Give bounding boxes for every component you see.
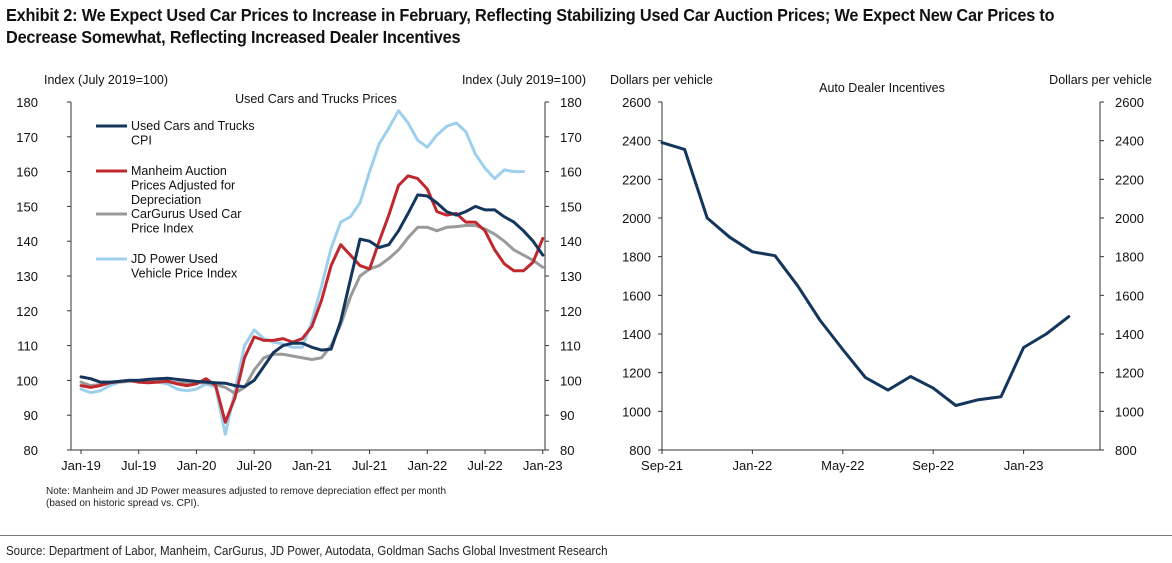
chart-1-right-ytick-label: 80	[560, 443, 574, 458]
note-line-2: (based on historic spread vs. CPI).	[46, 498, 200, 509]
chart-2-series-dealer-incentives	[660, 141, 1071, 407]
chart-1-xtick-label: Jan-19	[61, 458, 101, 473]
chart-2-left-ytick-label: 800	[629, 443, 651, 458]
chart-2-left-ytick-label: 1400	[622, 327, 651, 342]
chart-1-xtick-label: Jul-20	[236, 458, 271, 473]
chart-2-right-ytick-label: 800	[1115, 443, 1137, 458]
chart-1-xtick-label: Jan-20	[177, 458, 217, 473]
chart-2-right-ytick-label: 1400	[1115, 327, 1144, 342]
chart-1-right-ytick-label: 170	[560, 130, 582, 145]
chart-2-left-ytick-label: 1200	[622, 366, 651, 381]
chart-1-legend-label: Used Cars and Trucks	[131, 119, 255, 133]
chart-2-xtick-label: Sep-22	[912, 458, 954, 473]
chart-2-right-axis-title: Dollars per vehicle	[1049, 73, 1152, 87]
chart-1-right-ytick-label: 130	[560, 269, 582, 284]
chart-1-legend-label: Price Index	[131, 222, 194, 236]
chart-2-xtick-label: Sep-21	[641, 458, 683, 473]
chart-1-xtick-label: Jan-21	[292, 458, 332, 473]
chart-1-left-ytick-label: 120	[16, 304, 38, 319]
chart-1-left-ytick-label: 180	[16, 95, 38, 110]
chart-2-left-axis-title: Dollars per vehicle	[610, 73, 713, 87]
chart-1-series-used-cars-and-trucks-cpi	[79, 193, 545, 389]
chart-1-legend-label: CarGurus Used Car	[131, 207, 241, 221]
chart-1-left-ytick-label: 140	[16, 234, 38, 249]
exhibit-title: Exhibit 2: We Expect Used Car Prices to …	[6, 4, 1085, 48]
chart-1-left-ytick-label: 150	[16, 199, 38, 214]
chart-2-xtick-label: Jan-22	[733, 458, 773, 473]
chart-2-xtick-label: May-22	[821, 458, 864, 473]
chart-2-left-ytick-label: 2200	[622, 172, 651, 187]
chart-1-xtick-label: Jul-19	[121, 458, 156, 473]
chart-2-right-ytick-label: 2400	[1115, 134, 1144, 149]
chart-1-left-ytick-label: 170	[16, 130, 38, 145]
chart-2-right-ytick-label: 2600	[1115, 95, 1144, 110]
chart-2-title: Auto Dealer Incentives	[819, 81, 945, 95]
chart-1-xtick-label: Jan-22	[407, 458, 447, 473]
chart-note: Note: Manheim and JD Power measures adju…	[46, 486, 446, 510]
chart-1-left-ytick-label: 100	[16, 373, 38, 388]
source-divider	[0, 535, 1172, 536]
chart-1-left-ytick-label: 80	[24, 443, 38, 458]
chart-1-legend-label: Manheim Auction	[131, 164, 227, 178]
chart-2-left-ytick-label: 2400	[622, 134, 651, 149]
chart-1-legend-label: CPI	[131, 134, 152, 148]
chart-1-right-axis-title: Index (July 2019=100)	[462, 73, 586, 87]
chart-1-right-ytick-label: 150	[560, 199, 582, 214]
chart-1-xtick-label: Jan-23	[523, 458, 563, 473]
chart-1-left-ytick-label: 90	[24, 408, 38, 423]
note-line-1: Note: Manheim and JD Power measures adju…	[46, 486, 447, 497]
chart-1-legend-label: Prices Adjusted for	[131, 179, 235, 193]
chart-1-left-ytick-label: 110	[17, 339, 38, 354]
chart-1-right-ytick-label: 100	[560, 373, 582, 388]
chart-2-right-ytick-label: 2000	[1115, 211, 1144, 226]
chart-1-xtick-label: Jul-21	[352, 458, 387, 473]
chart-1-left-axis-title: Index (July 2019=100)	[44, 73, 168, 87]
chart-2-xtick-label: Jan-23	[1004, 458, 1044, 473]
chart-1-legend-label: Vehicle Price Index	[131, 267, 238, 281]
chart-2-right-ytick-label: 1000	[1115, 404, 1144, 419]
chart-2-left-ytick-label: 1000	[622, 404, 651, 419]
chart-2-left-ytick-label: 2600	[622, 95, 651, 110]
chart-1-title: Used Cars and Trucks Prices	[235, 92, 397, 106]
exhibit-title-line-1: Exhibit 2: We Expect Used Car Prices to …	[6, 5, 1055, 25]
chart-1-right-ytick-label: 180	[560, 95, 582, 110]
chart-2-left-ytick-label: 2000	[622, 211, 651, 226]
chart-2-right-ytick-label: 1200	[1115, 366, 1144, 381]
chart-1-right-ytick-label: 120	[560, 304, 582, 319]
chart-1-series-cargurus-used-car-price-index	[79, 224, 545, 395]
chart-1-series-manheim-auction-prices-adjusted-for-depreciation	[79, 174, 545, 424]
chart-2-left-ytick-label: 1800	[622, 250, 651, 265]
chart-1-legend-label: Depreciation	[131, 193, 201, 207]
chart-1-left-ytick-label: 130	[16, 269, 38, 284]
chart-1-right-ytick-label: 160	[560, 165, 582, 180]
chart-1-right-ytick-label: 140	[560, 234, 582, 249]
chart-2-right-ytick-label: 1600	[1115, 288, 1144, 303]
chart-1-right-ytick-label: 90	[560, 408, 574, 423]
source-line: Source: Department of Labor, Manheim, Ca…	[6, 544, 608, 558]
chart-1-left-ytick-label: 160	[16, 165, 38, 180]
chart-1-right-ytick-label: 110	[560, 339, 581, 354]
chart-1-legend-label: JD Power Used	[131, 252, 218, 266]
chart-2-right-ytick-label: 1800	[1115, 250, 1144, 265]
exhibit-title-line-2: Decrease Somewhat, Reflecting Increased …	[6, 27, 461, 47]
chart-2-left-ytick-label: 1600	[622, 288, 651, 303]
chart-1-xtick-label: Jul-22	[467, 458, 502, 473]
chart-2-right-ytick-label: 2200	[1115, 172, 1144, 187]
